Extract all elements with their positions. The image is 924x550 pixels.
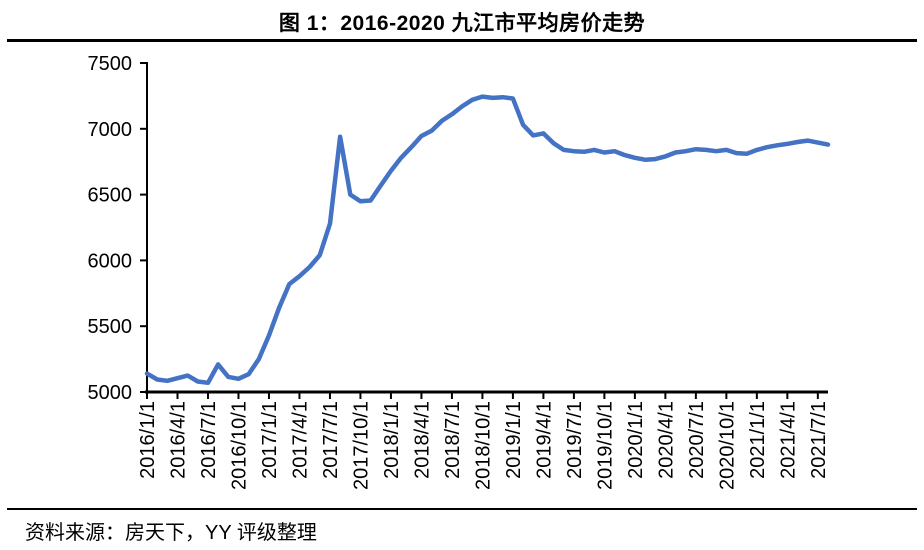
x-axis-label: 2018/1/1 (381, 401, 403, 479)
x-axis-label: 2016/1/1 (137, 401, 159, 479)
footer-divider (7, 508, 917, 510)
x-axis-label: 2020/7/1 (686, 401, 708, 479)
x-axis-label: 2020/4/1 (655, 401, 677, 479)
x-axis-label: 2021/7/1 (808, 401, 830, 479)
y-axis-label: 5000 (88, 382, 133, 404)
x-axis-label: 2016/7/1 (198, 401, 220, 479)
x-axis-label: 2021/1/1 (747, 401, 769, 479)
price-line (144, 94, 831, 386)
x-axis-label: 2018/4/1 (411, 401, 433, 479)
y-axis-label: 6000 (88, 250, 133, 272)
x-axis-label: 2016/10/1 (228, 401, 250, 490)
x-axis-label: 2021/4/1 (777, 401, 799, 479)
x-axis-label: 2019/10/1 (594, 401, 616, 490)
source-note: 资料来源：房天下，YY 评级整理 (25, 522, 317, 544)
y-axis-label: 7000 (88, 119, 133, 141)
header-divider (7, 39, 917, 42)
x-axis-label: 2017/10/1 (350, 401, 372, 490)
x-axis-label: 2018/7/1 (442, 401, 464, 479)
x-axis-label: 2018/10/1 (472, 401, 494, 490)
x-axis-label: 2020/10/1 (716, 401, 738, 490)
y-axis-label: 7500 (88, 53, 133, 75)
x-axis-label: 2016/4/1 (167, 401, 189, 479)
x-axis-label: 2017/7/1 (320, 401, 342, 479)
x-axis-label: 2019/7/1 (564, 401, 586, 479)
figure-title: 图 1：2016-2020 九江市平均房价走势 (278, 12, 646, 35)
x-axis-label: 2019/4/1 (533, 401, 555, 479)
y-axis-label: 6500 (88, 185, 133, 207)
y-axis-label: 5500 (88, 316, 133, 338)
x-axis-label: 2020/1/1 (625, 401, 647, 479)
x-axis-label: 2017/1/1 (259, 401, 281, 479)
x-axis-label: 2017/4/1 (289, 401, 311, 479)
x-axis-label: 2019/1/1 (503, 401, 525, 479)
